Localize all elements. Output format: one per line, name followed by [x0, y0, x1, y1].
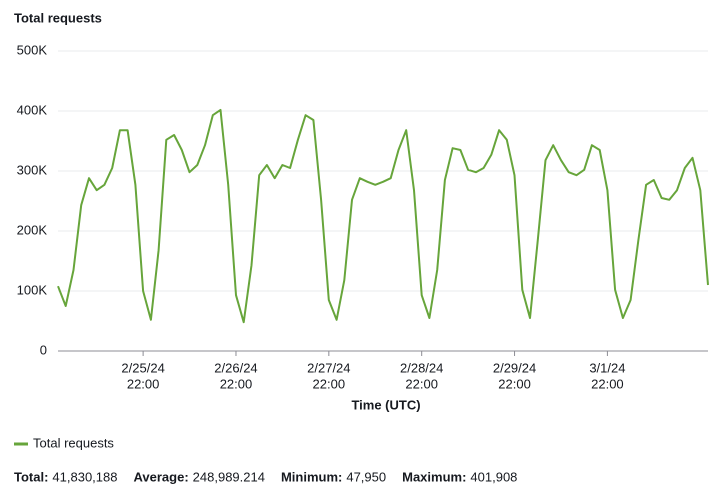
- y-tick-label: 500K: [17, 42, 48, 57]
- x-tick-label: 2/28/24: [400, 360, 443, 375]
- summary-label: Minimum:: [281, 469, 342, 484]
- y-tick-label: 100K: [17, 282, 48, 297]
- y-tick-label: 400K: [17, 102, 48, 117]
- x-tick-label: 22:00: [127, 376, 160, 391]
- summary-value: 401,908: [470, 469, 517, 484]
- legend-label: Total requests: [33, 435, 114, 450]
- x-tick-label: 22:00: [591, 376, 624, 391]
- chart-title: Total requests: [14, 10, 102, 25]
- x-tick-label: 22:00: [220, 376, 253, 391]
- x-tick-label: 22:00: [405, 376, 438, 391]
- x-axis-label: Time (UTC): [351, 397, 420, 412]
- y-tick-label: 200K: [17, 222, 48, 237]
- summary-value: 41,830,188: [52, 469, 117, 484]
- line-series: [57, 108, 709, 324]
- y-tick-label: 0: [40, 342, 47, 357]
- x-tick-label: 2/25/24: [121, 360, 164, 375]
- x-tick-label: 2/26/24: [214, 360, 257, 375]
- x-tick-label: 22:00: [313, 376, 346, 391]
- summary-label: Maximum:: [402, 469, 466, 484]
- x-tick-label: 22:00: [498, 376, 531, 391]
- x-tick-label: 2/27/24: [307, 360, 350, 375]
- x-tick-label: 2/29/24: [493, 360, 536, 375]
- y-tick-label: 300K: [17, 162, 48, 177]
- summary-label: Average:: [134, 469, 189, 484]
- summary-value: 248,989.214: [193, 469, 265, 484]
- summary-value: 47,950: [346, 469, 386, 484]
- summary-label: Total:: [14, 469, 48, 484]
- x-tick-label: 3/1/24: [589, 360, 625, 375]
